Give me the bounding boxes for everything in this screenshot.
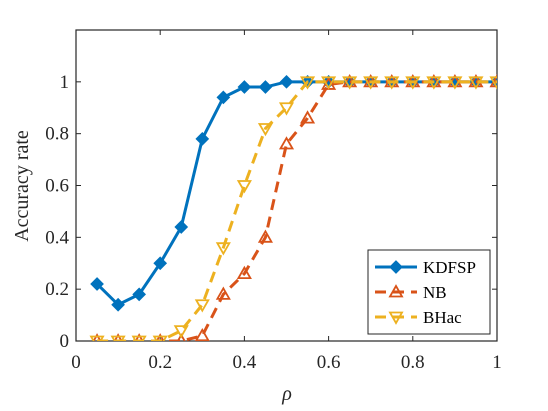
data-point-kdfsp <box>237 80 252 94</box>
data-point-kdfsp <box>153 256 168 271</box>
data-point-bhac <box>173 325 189 339</box>
data-point-bhac <box>215 242 231 256</box>
data-point-kdfsp <box>111 297 125 312</box>
legend-item-nb: NB <box>375 283 447 302</box>
y-tick-label: 0.2 <box>45 279 69 300</box>
x-tick-label: 0.4 <box>233 352 257 373</box>
y-tick-label: 0.6 <box>45 176 69 197</box>
data-point-kdfsp <box>174 220 189 234</box>
legend-label-bhac: BHac <box>423 308 462 327</box>
data-point-nb <box>299 110 316 124</box>
data-point-bhac <box>321 76 337 90</box>
legend-label-kdfsp: KDFSP <box>423 258 476 277</box>
series-layer <box>89 74 497 341</box>
data-point-bhac <box>236 180 252 194</box>
y-axis-title: Accuracy rate <box>11 130 33 242</box>
data-point-bhac <box>278 102 295 116</box>
data-point-bhac <box>426 76 442 90</box>
data-point-bhac <box>257 123 274 137</box>
x-tick-label: 0.6 <box>317 352 341 373</box>
data-point-kdfsp <box>216 90 231 105</box>
data-point-kdfsp <box>90 277 104 291</box>
axes: 0 0.2 0.4 0.6 0.8 1 0 0.2 0.4 0.6 0.8 1 <box>45 29 502 373</box>
y-tick-label: 0.4 <box>45 227 69 248</box>
legend-label-nb: NB <box>423 283 447 302</box>
legend-item-bhac: BHac <box>375 308 462 327</box>
data-point-bhac <box>152 335 168 341</box>
data-point-kdfsp <box>279 74 294 89</box>
data-point-bhac <box>384 76 400 90</box>
data-point-kdfsp <box>258 80 273 94</box>
data-point-bhac <box>468 76 484 90</box>
data-point-bhac <box>489 76 497 90</box>
y-tick-label: 0 <box>60 331 70 352</box>
data-point-bhac <box>194 299 210 313</box>
series-bhac <box>89 76 497 341</box>
y-tick-label: 1 <box>60 72 70 93</box>
data-point-nb <box>236 265 252 280</box>
data-point-nb <box>278 136 295 150</box>
y-tick-label: 0.8 <box>45 124 69 145</box>
data-point-nb <box>176 333 186 341</box>
legend-marker-bhac <box>388 311 404 325</box>
data-point-bhac <box>363 76 379 90</box>
legend-item-kdfsp: KDFSP <box>375 258 476 277</box>
legend-marker-kdfsp <box>389 260 403 274</box>
data-point-bhac <box>405 76 421 90</box>
data-point-bhac <box>447 76 463 90</box>
data-point-kdfsp <box>195 132 210 146</box>
legend: KDFSP NB BHac <box>367 249 491 335</box>
x-tick-label: 0 <box>71 352 81 373</box>
data-point-bhac <box>110 335 126 341</box>
legend-box <box>367 249 491 335</box>
x-tick-label: 1 <box>492 352 502 373</box>
data-point-bhac <box>299 76 316 90</box>
data-point-bhac <box>342 76 358 90</box>
x-tick-label: 0.2 <box>148 352 172 373</box>
data-point-nb <box>257 229 274 243</box>
data-point-nb <box>215 286 231 300</box>
data-point-nb <box>194 328 210 341</box>
data-point-kdfsp <box>132 287 146 302</box>
data-point-bhac <box>131 335 147 341</box>
legend-marker-nb <box>388 284 404 298</box>
x-axis-title: ρ <box>281 383 292 405</box>
x-tick-label: 0.8 <box>401 352 425 373</box>
data-point-bhac <box>89 335 105 341</box>
